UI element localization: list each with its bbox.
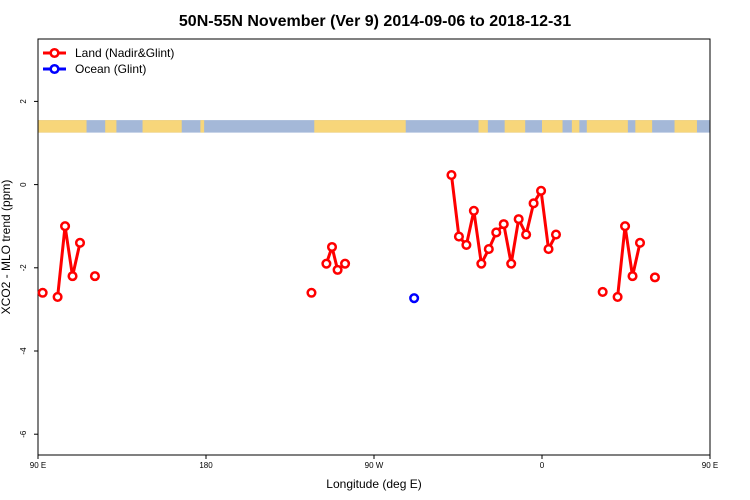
x-tick-label: 90 W	[365, 461, 384, 470]
data-point	[627, 271, 638, 282]
data-point	[498, 219, 509, 230]
series-layer	[37, 169, 660, 304]
data-point	[543, 244, 554, 255]
land-band	[674, 120, 697, 133]
legend-ocean-label: Ocean (Glint)	[75, 62, 146, 76]
x-tick-label: 0	[540, 461, 545, 470]
land-band	[504, 120, 526, 133]
series-line	[616, 224, 642, 298]
y-tick-label: 2	[19, 99, 28, 104]
legend-ocean-marker	[49, 63, 60, 75]
land-band	[105, 120, 117, 133]
data-point	[476, 258, 487, 269]
land-band	[200, 120, 205, 133]
data-point	[513, 214, 524, 225]
legend-land-label: Land (Nadir&Glint)	[75, 46, 174, 60]
x-tick-label: 180	[199, 461, 213, 470]
x-tick-label: 90 E	[30, 461, 46, 470]
land-band	[142, 120, 182, 133]
data-point	[468, 205, 479, 216]
data-point	[483, 244, 494, 255]
x-axis-label: Longitude (deg E)	[326, 477, 421, 491]
data-point	[37, 287, 48, 298]
series-line	[56, 224, 82, 298]
data-point	[60, 221, 71, 232]
land-band	[314, 120, 406, 133]
land-band	[586, 120, 628, 133]
y-tick-label: -6	[19, 430, 28, 438]
data-point	[506, 258, 517, 269]
land-band	[542, 120, 563, 133]
data-point	[528, 198, 539, 209]
data-point	[491, 227, 502, 238]
y-tick-label: 0	[19, 182, 28, 187]
data-point	[74, 237, 86, 248]
data-point	[453, 231, 464, 242]
data-point	[550, 229, 562, 240]
data-point	[634, 237, 646, 248]
data-point	[649, 272, 660, 283]
data-point	[461, 239, 472, 250]
data-point	[536, 185, 547, 196]
land-band	[38, 120, 87, 133]
legend-land-marker	[49, 47, 60, 59]
data-point	[326, 241, 338, 253]
chart-title: 50N-55N November (Ver 9) 2014-09-06 to 2…	[179, 13, 571, 30]
data-point	[597, 286, 608, 297]
y-axis-label: XCO2 - MLO trend (ppm)	[0, 180, 13, 315]
x-tick-label: 90 E	[702, 461, 718, 470]
series-land	[37, 169, 660, 302]
y-tick-label: -2	[19, 264, 28, 272]
data-point	[89, 271, 100, 282]
x-axis: 90 E 180 90 W 0 90 E	[30, 455, 718, 470]
data-point	[620, 221, 631, 232]
y-tick-label: -4	[19, 347, 28, 355]
series-ocean	[409, 293, 420, 304]
data-point	[67, 271, 78, 282]
land-band	[571, 120, 580, 133]
plot-frame	[37, 38, 711, 456]
data-point	[409, 293, 420, 304]
y-axis: -6 -4 -2 0 2	[19, 99, 38, 438]
data-point	[306, 287, 317, 298]
land-band	[478, 120, 488, 133]
land-band	[635, 120, 653, 133]
land-ocean-strip	[38, 120, 710, 133]
data-point	[321, 258, 332, 269]
data-point	[446, 169, 457, 181]
legend: Land (Nadir&Glint) Ocean (Glint)	[43, 46, 174, 76]
data-point	[52, 291, 63, 302]
data-point	[521, 229, 532, 240]
data-point	[612, 291, 623, 302]
data-point	[332, 264, 343, 275]
data-point	[340, 258, 351, 269]
